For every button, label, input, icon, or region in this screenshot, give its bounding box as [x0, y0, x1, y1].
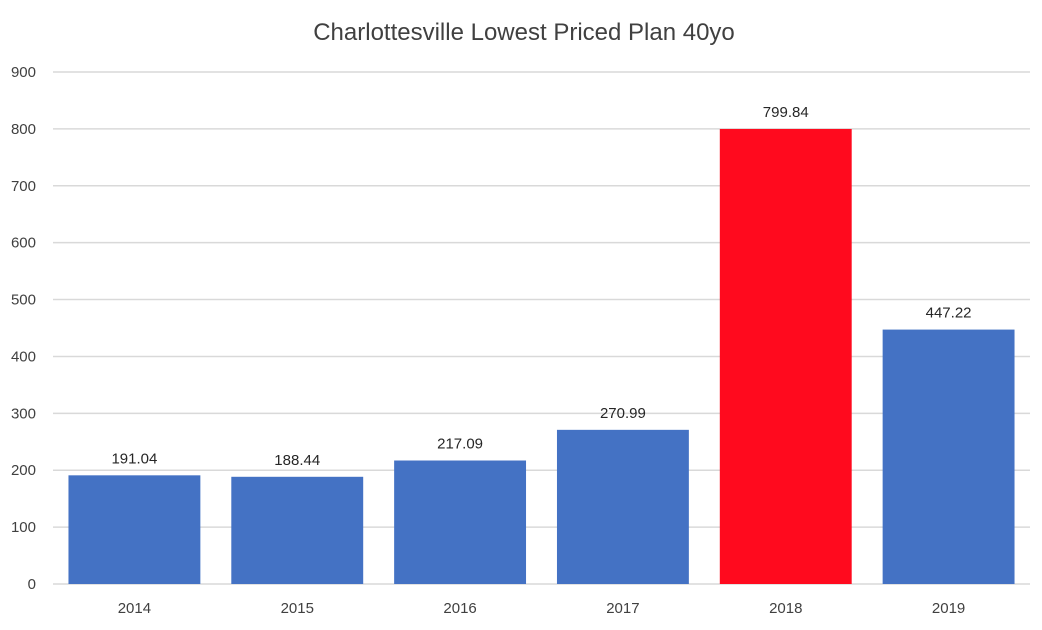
- y-tick-label: 700: [11, 178, 36, 195]
- bar-2015: [231, 476, 364, 584]
- data-label: 270.99: [600, 405, 646, 422]
- data-label: 191.04: [111, 450, 157, 467]
- y-tick-label: 0: [28, 576, 36, 593]
- y-tick-label: 300: [11, 405, 36, 422]
- x-tick-label: 2014: [118, 600, 151, 617]
- x-tick-label: 2016: [443, 600, 476, 617]
- chart-title: Charlottesville Lowest Priced Plan 40yo: [313, 19, 735, 46]
- data-label: 188.44: [274, 452, 320, 469]
- bar-2016: [394, 460, 527, 584]
- gridlines: [53, 71, 1030, 585]
- bar-2019: [882, 329, 1015, 584]
- y-tick-label: 800: [11, 121, 36, 138]
- data-label: 217.09: [437, 435, 483, 452]
- y-tick-label: 400: [11, 348, 36, 365]
- bar-2017: [556, 429, 689, 584]
- bar-2014: [68, 475, 201, 584]
- y-tick-label: 600: [11, 235, 36, 252]
- x-tick-label: 2018: [769, 600, 802, 617]
- y-axis: 0 100 200 300 400 500 600 700 800 900: [11, 64, 36, 593]
- y-tick-label: 500: [11, 292, 36, 309]
- x-tick-label: 2015: [281, 600, 314, 617]
- y-tick-label: 200: [11, 462, 36, 479]
- x-tick-label: 2017: [606, 600, 639, 617]
- y-tick-label: 100: [11, 519, 36, 536]
- y-tick-label: 900: [11, 64, 36, 81]
- data-label: 447.22: [926, 305, 972, 322]
- bar-2018: [719, 128, 852, 584]
- data-label: 799.84: [763, 104, 809, 121]
- x-tick-label: 2019: [932, 600, 965, 617]
- x-axis: 2014 2015 2016 2017 2018 2019: [118, 600, 966, 617]
- bars: 191.04 188.44 217.09 270.99 799.84 447.22: [68, 104, 1015, 584]
